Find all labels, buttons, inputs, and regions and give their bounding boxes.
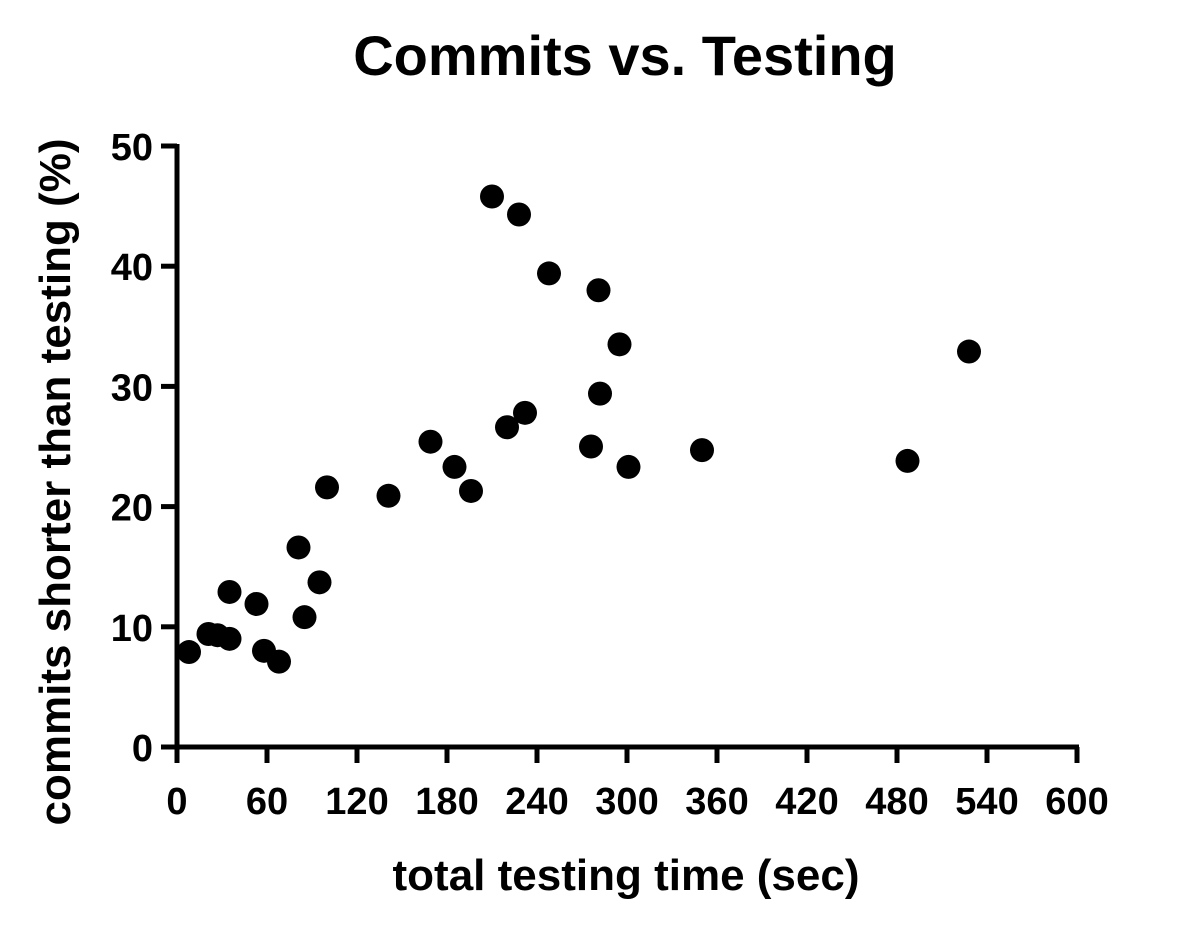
data-point bbox=[217, 626, 242, 651]
data-point bbox=[418, 429, 443, 454]
x-axis-ticks: 0 60 120 180 240 300 360 420 480 540 600 bbox=[166, 747, 1109, 823]
data-point bbox=[286, 535, 311, 560]
x-tick-label: 0 bbox=[166, 781, 187, 823]
y-tick-label: 10 bbox=[111, 608, 153, 650]
data-point bbox=[616, 454, 641, 479]
data-point bbox=[480, 184, 504, 209]
x-tick-label: 540 bbox=[955, 781, 1018, 823]
data-point bbox=[495, 415, 519, 440]
data-point bbox=[586, 278, 611, 303]
y-axis-label: commits shorter than testing (%) bbox=[31, 139, 80, 826]
y-tick-label: 30 bbox=[111, 367, 153, 409]
data-point bbox=[177, 640, 201, 665]
data-point bbox=[588, 381, 612, 406]
chart-title: Commits vs. Testing bbox=[353, 24, 897, 87]
data-point bbox=[459, 478, 483, 503]
y-tick-label: 0 bbox=[132, 728, 153, 770]
data-point bbox=[267, 649, 291, 674]
y-tick-label: 20 bbox=[111, 488, 153, 530]
x-tick-label: 420 bbox=[775, 781, 838, 823]
data-point bbox=[607, 332, 632, 357]
data-point bbox=[690, 438, 714, 463]
data-point bbox=[579, 434, 603, 459]
x-axis-label: total testing time (sec) bbox=[393, 851, 860, 900]
x-tick-label: 60 bbox=[246, 781, 288, 823]
axes bbox=[174, 144, 1079, 750]
data-point bbox=[442, 454, 467, 479]
x-tick-label: 240 bbox=[505, 781, 568, 823]
x-tick-label: 300 bbox=[595, 781, 658, 823]
x-tick-label: 120 bbox=[325, 781, 388, 823]
data-point bbox=[537, 261, 561, 286]
x-tick-label: 360 bbox=[685, 781, 748, 823]
y-axis-ticks: 0 10 20 30 40 50 bbox=[111, 127, 177, 770]
data-point bbox=[376, 483, 401, 508]
x-tick-label: 480 bbox=[865, 781, 928, 823]
data-point bbox=[307, 570, 332, 595]
data-point bbox=[957, 339, 981, 364]
data-point bbox=[217, 579, 242, 604]
data-point bbox=[292, 605, 317, 630]
data-point bbox=[507, 202, 531, 227]
y-tick-label: 50 bbox=[111, 127, 153, 169]
x-tick-label: 600 bbox=[1045, 781, 1108, 823]
data-point bbox=[513, 400, 537, 425]
data-point bbox=[315, 475, 339, 500]
y-tick-label: 40 bbox=[111, 247, 153, 289]
data-point bbox=[895, 448, 920, 473]
data-points bbox=[177, 184, 981, 674]
data-point bbox=[244, 591, 269, 616]
x-tick-label: 180 bbox=[415, 781, 478, 823]
